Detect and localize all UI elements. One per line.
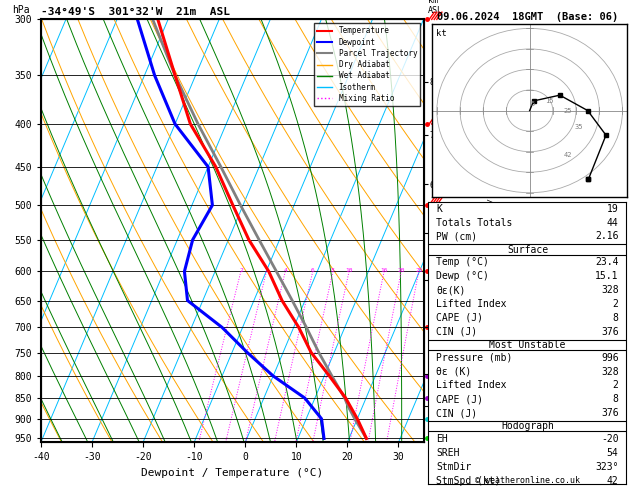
Text: hPa: hPa [12,5,30,15]
Text: 15: 15 [545,98,554,104]
Text: Dewp (°C): Dewp (°C) [437,271,489,281]
Text: 328: 328 [601,285,618,295]
Text: 2.16: 2.16 [595,231,618,242]
Text: 996: 996 [601,353,618,363]
Text: CAPE (J): CAPE (J) [437,313,483,323]
Text: Hodograph: Hodograph [501,421,554,432]
Text: 8: 8 [331,268,335,273]
Text: 3: 3 [265,268,269,273]
Text: 35: 35 [575,123,584,130]
Text: 42: 42 [564,152,572,158]
Text: 44: 44 [607,218,618,227]
Text: K: K [437,204,442,214]
Text: © weatheronline.co.uk: © weatheronline.co.uk [476,476,581,485]
Text: 328: 328 [601,366,618,377]
Text: 376: 376 [601,327,618,337]
Text: 6: 6 [311,268,314,273]
Text: 2: 2 [239,268,243,273]
Text: Most Unstable: Most Unstable [489,340,565,350]
Text: 15.1: 15.1 [595,271,618,281]
Text: SREH: SREH [437,448,460,458]
Text: 4: 4 [284,268,287,273]
Text: 42: 42 [607,476,618,486]
Text: Pressure (mb): Pressure (mb) [437,353,513,363]
Text: EH: EH [437,434,448,444]
Text: θε (K): θε (K) [437,366,472,377]
Text: 20: 20 [398,268,405,273]
Text: Lifted Index: Lifted Index [437,381,507,390]
Text: 8: 8 [613,394,618,404]
Text: StmDir: StmDir [437,462,472,472]
Text: CIN (J): CIN (J) [437,327,477,337]
Text: 10: 10 [345,268,353,273]
Text: 5: 5 [530,101,535,107]
Text: -34°49'S  301°32'W  21m  ASL: -34°49'S 301°32'W 21m ASL [41,7,230,17]
Text: 25: 25 [563,107,572,114]
Text: 09.06.2024  18GMT  (Base: 06): 09.06.2024 18GMT (Base: 06) [437,12,618,22]
Text: Totals Totals: Totals Totals [437,218,513,227]
X-axis label: Dewpoint / Temperature (°C): Dewpoint / Temperature (°C) [142,468,323,478]
Text: StmSpd (kt): StmSpd (kt) [437,476,501,486]
Text: 8: 8 [613,313,618,323]
Y-axis label: Mixing Ratio (g/kg): Mixing Ratio (g/kg) [489,183,498,278]
Text: Surface: Surface [507,245,548,255]
Text: 25: 25 [415,268,423,273]
Text: PW (cm): PW (cm) [437,231,477,242]
Text: Temp (°C): Temp (°C) [437,257,489,267]
Text: Lifted Index: Lifted Index [437,299,507,309]
Text: CAPE (J): CAPE (J) [437,394,483,404]
Text: -20: -20 [601,434,618,444]
Text: 2: 2 [613,299,618,309]
Text: 376: 376 [601,408,618,418]
Text: kt: kt [436,30,447,38]
Text: θε(K): θε(K) [437,285,465,295]
Text: 23.4: 23.4 [595,257,618,267]
Text: 16: 16 [381,268,388,273]
Text: km
ASL: km ASL [428,0,443,15]
Legend: Temperature, Dewpoint, Parcel Trajectory, Dry Adiabat, Wet Adiabat, Isotherm, Mi: Temperature, Dewpoint, Parcel Trajectory… [314,23,420,106]
Text: 54: 54 [607,448,618,458]
Text: 19: 19 [607,204,618,214]
Text: 2: 2 [613,381,618,390]
Text: CIN (J): CIN (J) [437,408,477,418]
Text: 323°: 323° [595,462,618,472]
